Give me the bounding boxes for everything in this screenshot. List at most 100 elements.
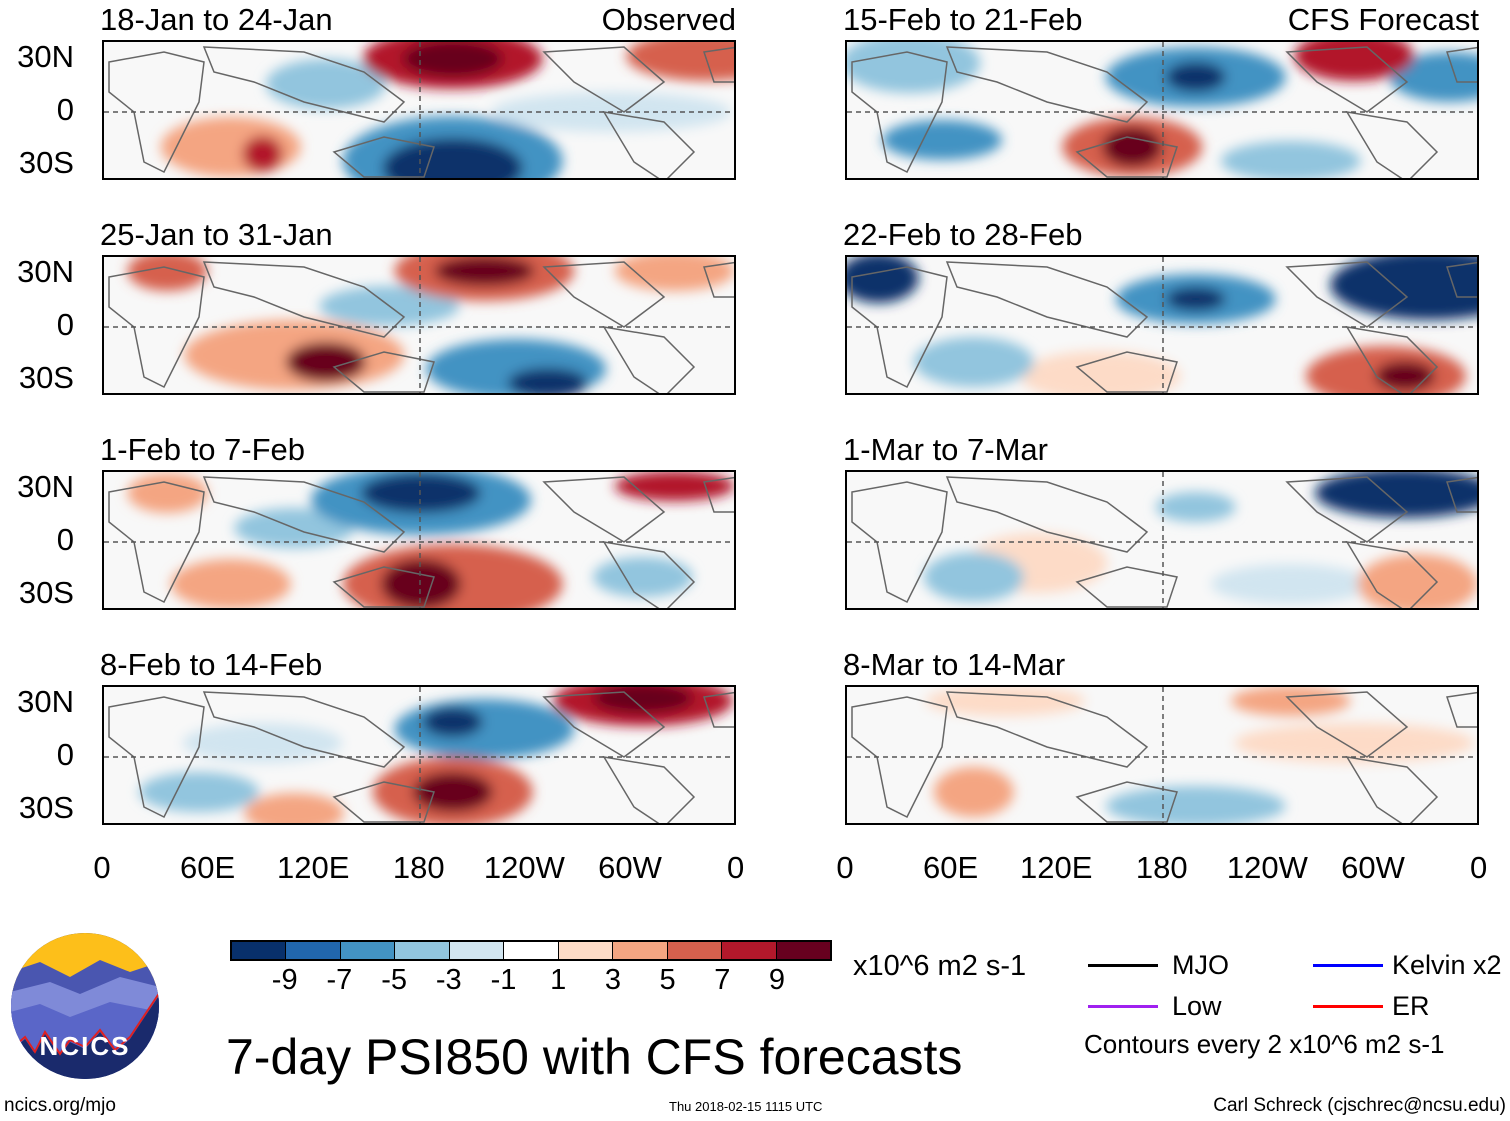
anomaly-region (381, 559, 461, 608)
anomaly-region (170, 559, 291, 608)
lon-label: 180 (392, 850, 445, 885)
colorbar-swatch (395, 942, 450, 959)
ncics-logo: NCICS (10, 932, 160, 1080)
footer-timestamp: Thu 2018-02-15 1115 UTC (669, 1099, 823, 1114)
lat-label: 30S (18, 360, 74, 395)
anomaly-region (847, 257, 919, 303)
coastlines (108, 46, 734, 178)
legend-label-low: Low (1172, 991, 1222, 1021)
anomaly-region (1165, 287, 1226, 311)
colorbar-tick-label: -7 (326, 964, 353, 996)
anomaly-region (592, 557, 693, 597)
anomaly-region (127, 257, 208, 291)
colorbar-swatch (449, 942, 505, 959)
lon-label: 120E (1019, 850, 1093, 885)
colorbar-swatch (776, 942, 830, 959)
lon-label: 180 (1135, 850, 1188, 885)
lat-label: 0 (56, 737, 74, 772)
anomaly-region (1234, 723, 1475, 763)
anomaly-region (394, 699, 575, 759)
colorbar-swatch (232, 942, 287, 959)
anomaly-region (614, 472, 734, 501)
lon-label: 60E (180, 850, 236, 885)
coastlines (851, 691, 1477, 823)
panel-title: 1-Feb to 7-Feb (100, 432, 306, 467)
coastlines (851, 46, 1477, 178)
legend-line-mjo (1088, 964, 1158, 967)
lat-label: 30S (18, 145, 74, 180)
colorbar-swatch (613, 942, 668, 959)
panel-title: 8-Feb to 14-Feb (100, 647, 323, 682)
panel-title: 8-Mar to 14-Mar (843, 647, 1066, 682)
lon-label: 60W (598, 850, 662, 885)
lon-label: 120W (1226, 850, 1308, 885)
lon-label: 0 (1469, 850, 1488, 885)
colorbar-swatch (558, 942, 614, 959)
coastlines (108, 691, 734, 823)
anomaly-region (1020, 351, 1181, 393)
coastlines (108, 261, 734, 393)
panel-label: CFS Forecast (1287, 2, 1479, 37)
colorbar-tick-label: -3 (435, 964, 462, 996)
anomaly-region (361, 473, 481, 513)
anomaly-region (1105, 786, 1286, 823)
lat-label: 30N (17, 254, 74, 289)
anomaly-region (592, 687, 693, 714)
colorbar-units: x10^6 m2 s-1 (853, 950, 1027, 982)
anomaly-region (507, 368, 588, 393)
panel-label: Observed (601, 2, 736, 37)
colorbar-tick-label: 5 (659, 964, 676, 996)
anomaly-region (1374, 361, 1435, 391)
anomaly-region (412, 772, 493, 812)
lon-label: 120W (483, 850, 565, 885)
coastlines (108, 476, 734, 608)
legend-label-mjo: MJO (1172, 950, 1229, 980)
lon-label: 0 (726, 850, 745, 885)
map-panel (102, 685, 736, 825)
lat-label: 0 (56, 307, 74, 342)
anomaly-region (1294, 42, 1415, 81)
legend-line-kelvin (1313, 964, 1383, 967)
legend-line-low (1088, 1005, 1158, 1008)
colorbar (230, 940, 832, 961)
anomaly-region (913, 337, 1034, 387)
map-panel (845, 685, 1479, 825)
lon-label: 0 (93, 850, 111, 885)
lat-label: 30N (17, 684, 74, 719)
lat-label: 0 (56, 92, 74, 127)
legend-label-kelvin: Kelvin x2 (1392, 950, 1502, 980)
lon-label: 0 (836, 850, 854, 885)
colorbar-tick-label: 7 (714, 964, 731, 996)
panel-title: 25-Jan to 31-Jan (100, 217, 333, 252)
colorbar-tick-label: 9 (768, 964, 786, 996)
legend-line-er (1313, 1005, 1383, 1008)
map-panel (102, 470, 736, 610)
anomaly-region (1330, 257, 1477, 320)
colorbar-swatch (340, 942, 396, 959)
anomaly-region (182, 723, 343, 763)
anomaly-region (933, 767, 1014, 817)
anomaly-region (1155, 492, 1236, 522)
figure-title: 7-day PSI850 with CFS forecasts (226, 1029, 963, 1085)
panel-title: 22-Feb to 28-Feb (843, 217, 1083, 252)
lat-label: 30S (18, 790, 74, 825)
colorbar-tick-label: -5 (381, 964, 407, 996)
lon-label: 60E (923, 850, 979, 885)
anomaly-region (434, 257, 535, 286)
colorbar-swatch (722, 942, 777, 959)
anomaly-region (244, 793, 345, 823)
lon-label: 120E (276, 850, 350, 885)
anomaly-region (1102, 127, 1163, 167)
anomaly-region (127, 473, 208, 513)
map-panel (845, 470, 1479, 610)
anomaly-region (882, 120, 1003, 160)
legend-label-er: ER (1392, 991, 1430, 1021)
logo-text: NCICS (40, 1031, 131, 1061)
lon-label: 60W (1341, 850, 1405, 885)
coastlines (851, 476, 1477, 608)
anomaly-region (1220, 141, 1361, 178)
footer-url[interactable]: ncics.org/mjo (4, 1095, 116, 1116)
anomaly-region (614, 257, 734, 291)
anomaly-region (422, 707, 483, 737)
colorbar-tick-label: -9 (271, 964, 298, 996)
